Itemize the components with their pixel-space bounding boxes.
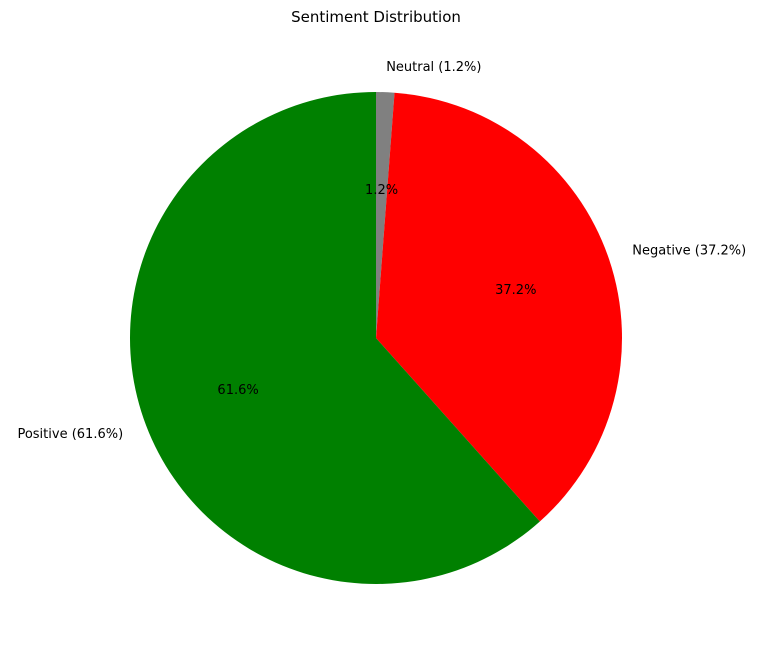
pie-slices xyxy=(129,92,622,584)
pie-labels: Neutral (1.2%) 1.2% Negative (37.2%) 37.2% P… xyxy=(17,60,746,442)
slice-label-positive: Positive (61.6%) xyxy=(17,427,123,442)
pie-slice-positive xyxy=(129,92,540,584)
slice-label-neutral: Neutral (1.2%) xyxy=(386,60,481,75)
slice-percent-positive: 61.6% xyxy=(217,383,258,398)
slice-label-negative: Negative (37.2%) xyxy=(632,244,746,259)
slice-percent-neutral: 1.2% xyxy=(365,183,398,198)
pie-slice-negative xyxy=(376,92,622,522)
pie-slice-neutral xyxy=(376,92,395,338)
slice-percent-negative: 37.2% xyxy=(495,283,536,298)
chart-title: Sentiment Distribution xyxy=(291,8,461,26)
